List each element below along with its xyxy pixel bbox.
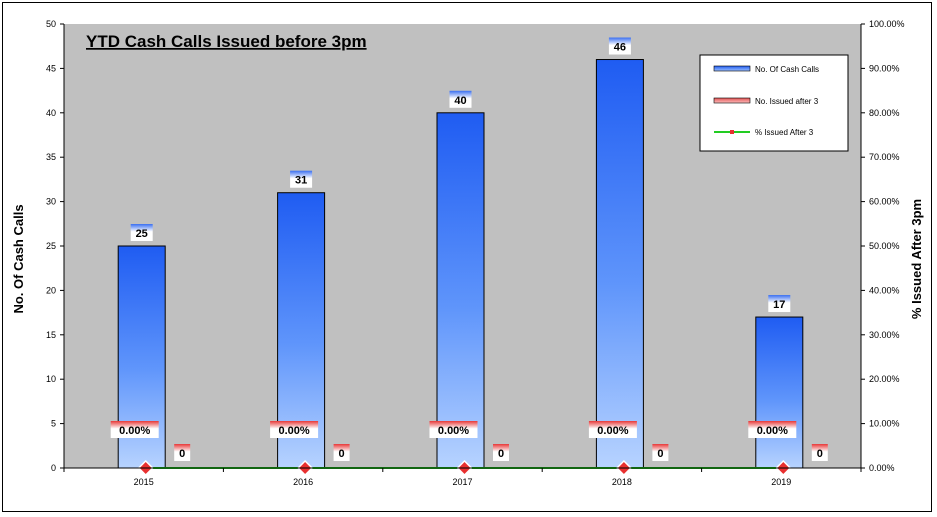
x-tick-label: 2015 <box>134 477 154 487</box>
chart-title: YTD Cash Calls Issued before 3pm <box>86 32 367 51</box>
bar-cash-calls <box>595 59 644 469</box>
y-tick-label: 25 <box>46 241 56 251</box>
legend-swatch-cash-calls <box>713 65 751 72</box>
data-label-pct-after-3: 0.00% <box>757 425 788 437</box>
x-tick-label: 2019 <box>771 477 791 487</box>
data-label-bg-pct-after-3 <box>110 421 159 438</box>
y2-tick-label: 0.00% <box>869 463 895 473</box>
y2-axis-ticks: 0.00% 10.00% 20.00% 30.00% 40.00% 50.00% 60.00… <box>861 19 905 473</box>
labels-layer: 25 0 0.00% 31 0 0.00% 40 0 0.00% 46 0 0.00% 17 0 0.00% <box>110 37 828 461</box>
data-label-bg-cash-calls <box>449 90 472 108</box>
y-tick-label: 0 <box>51 463 56 473</box>
y2-tick-label: 30.00% <box>869 330 900 340</box>
x-tick-label: 2018 <box>612 477 632 487</box>
legend: No. Of Cash Calls No. Issued after 3 % I… <box>699 54 849 152</box>
legend-label-cash-calls: No. Of Cash Calls <box>755 65 819 74</box>
legend-label-pct-after-3: % Issued After 3 <box>755 128 814 137</box>
data-label-bg-pct-after-3 <box>748 421 797 438</box>
y-tick-label: 20 <box>46 285 56 295</box>
data-label-bg-issued-after-3 <box>493 444 509 461</box>
y2-tick-label: 50.00% <box>869 241 900 251</box>
y2-tick-label: 60.00% <box>869 197 900 207</box>
data-label-bg-pct-after-3 <box>270 421 319 438</box>
y2-tick-label: 90.00% <box>869 63 900 73</box>
data-label-bg-issued-after-3 <box>333 444 350 461</box>
y2-tick-label: 100.00% <box>869 19 905 29</box>
data-label-pct-after-3: 0.00% <box>119 425 150 437</box>
chart-frame: 25 0 0.00% 31 0 0.00% 40 0 0.00% 46 0 0.00% 17 0 0.00%… <box>2 2 932 512</box>
bar-cash-calls <box>755 316 804 469</box>
y-tick-label: 10 <box>46 374 56 384</box>
data-label-pct-after-3: 0.00% <box>278 425 309 437</box>
data-label-cash-calls: 17 <box>773 299 785 311</box>
data-label-issued-after-3: 0 <box>657 448 663 460</box>
y2-tick-label: 70.00% <box>869 152 900 162</box>
y2-axis-title: % Issued After 3pm <box>909 199 924 319</box>
data-label-bg-issued-after-3 <box>811 444 828 461</box>
y-axis-ticks: 0 5 10 15 20 25 30 35 40 45 50 <box>46 19 64 473</box>
y-tick-label: 40 <box>46 108 56 118</box>
y-tick-label: 15 <box>46 330 56 340</box>
y2-tick-label: 40.00% <box>869 285 900 295</box>
data-label-pct-after-3: 0.00% <box>597 425 628 437</box>
data-label-issued-after-3: 0 <box>339 448 345 460</box>
legend-swatch-issued-after-3 <box>713 97 751 104</box>
data-label-issued-after-3: 0 <box>498 448 504 460</box>
data-label-bg-pct-after-3 <box>588 421 637 438</box>
y2-tick-label: 80.00% <box>869 108 900 118</box>
x-tick-label: 2017 <box>452 477 472 487</box>
data-label-bg-pct-after-3 <box>429 421 478 438</box>
legend-label-issued-after-3: No. Issued after 3 <box>755 97 819 106</box>
data-label-cash-calls: 25 <box>136 228 148 240</box>
data-label-cash-calls: 31 <box>295 175 307 187</box>
data-label-bg-cash-calls <box>768 295 791 313</box>
y-tick-label: 35 <box>46 152 56 162</box>
data-label-pct-after-3: 0.00% <box>438 425 469 437</box>
y-tick-label: 50 <box>46 19 56 29</box>
data-label-issued-after-3: 0 <box>817 448 823 460</box>
y-axis-title: No. Of Cash Calls <box>11 204 26 313</box>
data-label-bg-cash-calls <box>130 224 153 241</box>
data-label-cash-calls: 46 <box>614 42 626 54</box>
y2-tick-label: 20.00% <box>869 374 900 384</box>
data-label-bg-issued-after-3 <box>652 444 669 461</box>
data-label-bg-cash-calls <box>290 170 313 188</box>
y2-tick-label: 10.00% <box>869 419 900 429</box>
chart-svg: 25 0 0.00% 31 0 0.00% 40 0 0.00% 46 0 0.00% 17 0 0.00%… <box>11 19 924 487</box>
data-label-bg-cash-calls <box>608 37 631 55</box>
bar-cash-calls <box>436 112 485 469</box>
y-tick-label: 45 <box>46 63 56 73</box>
y-tick-label: 5 <box>51 419 56 429</box>
legend-marker-pct-after-3 <box>730 130 734 134</box>
data-label-issued-after-3: 0 <box>179 448 185 460</box>
y-tick-label: 30 <box>46 197 56 207</box>
data-label-cash-calls: 40 <box>454 95 466 107</box>
x-tick-label: 2016 <box>293 477 313 487</box>
x-axis-ticks: 2015 2016 2017 2018 2019 <box>63 468 862 487</box>
data-label-bg-issued-after-3 <box>174 444 191 461</box>
